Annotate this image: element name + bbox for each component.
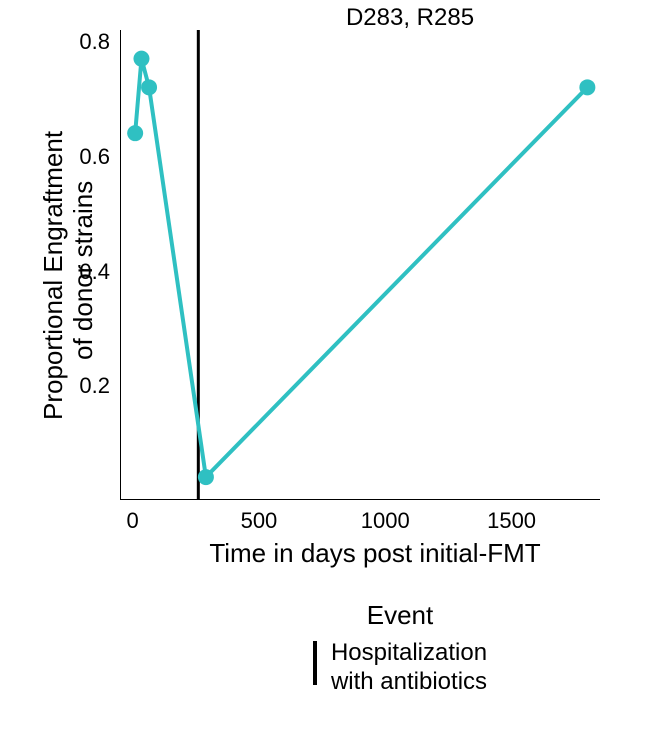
legend-vline-mark xyxy=(313,641,317,685)
legend-item-label-line2: with antibiotics xyxy=(331,668,487,695)
y-tick-label: 0.4 xyxy=(72,259,110,285)
chart-area xyxy=(120,30,600,500)
chart-svg xyxy=(120,30,600,500)
series-point xyxy=(141,79,157,95)
y-tick-label: 0.8 xyxy=(72,29,110,55)
y-tick-label: 0.2 xyxy=(72,373,110,399)
series-point xyxy=(198,469,214,485)
legend-item-label: Hospitalization with antibiotics xyxy=(331,639,487,697)
series-line xyxy=(135,59,587,477)
legend-item-label-line1: Hospitalization xyxy=(331,639,487,666)
figure-wrapper: D283, R285 Proportional Engraftment of d… xyxy=(0,0,653,742)
x-tick-label: 1500 xyxy=(482,508,542,534)
series-point xyxy=(133,51,149,67)
series-point xyxy=(127,125,143,141)
chart-dynamic-group xyxy=(120,30,595,500)
x-axis-label: Time in days post initial-FMT xyxy=(150,538,600,569)
x-tick-label: 1000 xyxy=(355,508,415,534)
chart-title: D283, R285 xyxy=(300,4,520,32)
legend-item: Hospitalization with antibiotics xyxy=(200,639,600,697)
legend: Event Hospitalization with antibiotics xyxy=(200,600,600,720)
y-axis-label-line1: Proportional Engraftment xyxy=(38,131,69,420)
legend-title: Event xyxy=(200,600,600,631)
x-tick-label: 0 xyxy=(103,508,163,534)
y-tick-label: 0.6 xyxy=(72,144,110,170)
x-tick-label: 500 xyxy=(229,508,289,534)
series-point xyxy=(579,79,595,95)
